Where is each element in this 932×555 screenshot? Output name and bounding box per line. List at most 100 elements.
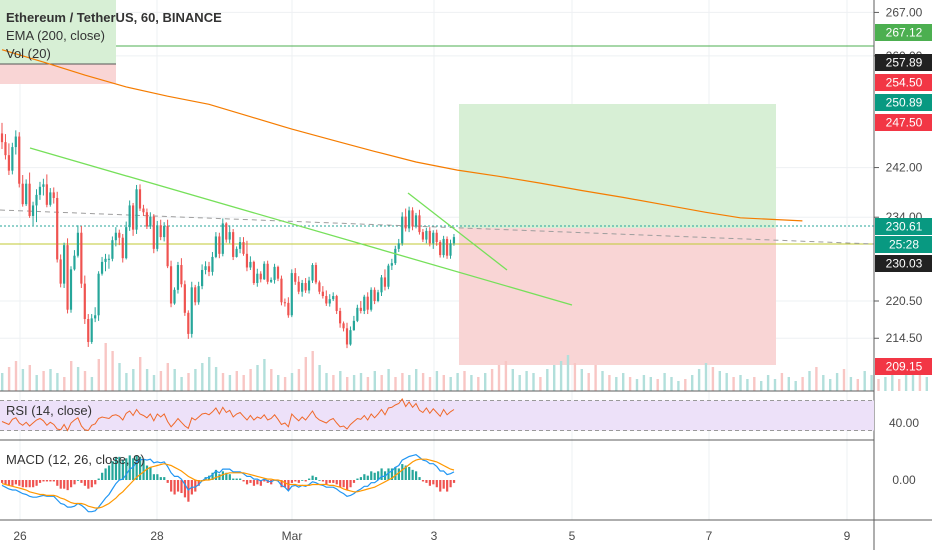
macd-histogram-bar bbox=[325, 480, 328, 485]
macd-histogram-bar bbox=[332, 480, 335, 483]
volume-bar bbox=[628, 377, 632, 391]
candle-body bbox=[83, 283, 86, 320]
macd-histogram-bar bbox=[387, 468, 390, 480]
macd-legend[interactable]: MACD (12, 26, close, 9) bbox=[6, 452, 145, 467]
macd-histogram-bar bbox=[359, 477, 362, 480]
volume-bar bbox=[325, 373, 328, 391]
volume-bar bbox=[21, 369, 25, 391]
macd-histogram-bar bbox=[45, 480, 49, 482]
candle-body bbox=[394, 248, 397, 264]
macd-histogram-bar bbox=[377, 471, 380, 480]
rsi-axis: 40.00 bbox=[889, 416, 919, 430]
volume-bar bbox=[290, 373, 294, 391]
volume-bar bbox=[263, 359, 266, 391]
volume-bar bbox=[359, 373, 363, 391]
macd-histogram-bar bbox=[35, 480, 38, 486]
volume-bar bbox=[808, 371, 811, 391]
volume-bar bbox=[132, 369, 135, 391]
ema-legend[interactable]: EMA (200, close) bbox=[6, 28, 105, 43]
candle-body bbox=[80, 232, 83, 284]
rsi-pane[interactable] bbox=[0, 398, 874, 432]
volume-bar bbox=[822, 375, 825, 391]
candle-body bbox=[152, 216, 155, 249]
symbol-title[interactable]: Ethereum / TetherUS, 60, BINANCE bbox=[6, 10, 222, 25]
candle-body bbox=[307, 280, 311, 291]
volume-bar bbox=[139, 357, 142, 391]
candle-body bbox=[163, 225, 166, 238]
loss-zone bbox=[459, 228, 776, 365]
candle-body bbox=[297, 281, 300, 292]
macd-histogram-bar bbox=[342, 480, 345, 488]
volume-bars bbox=[1, 343, 928, 391]
candle-body bbox=[356, 307, 359, 321]
price-tag-box bbox=[875, 74, 932, 91]
candle-body bbox=[342, 323, 345, 329]
volume-bar bbox=[242, 375, 245, 391]
volume-bar bbox=[594, 365, 597, 391]
short-trend-line[interactable] bbox=[407, 192, 508, 271]
macd-histogram-bar bbox=[394, 466, 397, 480]
volume-bar bbox=[497, 365, 501, 391]
descending-trend-line[interactable] bbox=[29, 147, 573, 306]
candle-body bbox=[104, 258, 107, 262]
candle-body bbox=[121, 237, 124, 259]
candle-body bbox=[249, 261, 252, 268]
price-tags: 267.12 257.89 254.50 250.89 247.50 230.61 25:2… bbox=[875, 24, 932, 375]
candle-body bbox=[242, 242, 245, 254]
macd-histogram-bar bbox=[263, 480, 266, 482]
time-axis[interactable]: 26 28 Mar 3 5 7 9 bbox=[13, 529, 850, 543]
rsi-legend[interactable]: RSI (14, close) bbox=[6, 403, 92, 418]
candle-body bbox=[107, 258, 111, 260]
macd-histogram-bar bbox=[104, 468, 107, 480]
volume-legend[interactable]: Vol (20) bbox=[6, 46, 51, 61]
dashed-trend-line[interactable] bbox=[0, 209, 875, 245]
volume-bar bbox=[283, 377, 287, 391]
candle-body bbox=[238, 242, 242, 249]
macd-histogram-bar bbox=[304, 480, 307, 482]
volume-bar bbox=[449, 377, 452, 391]
volume-bar bbox=[304, 357, 307, 391]
macd-histogram-bar bbox=[25, 480, 28, 488]
ema-200-line bbox=[1, 49, 803, 222]
price-tick-label: 214.50 bbox=[886, 331, 923, 345]
candle-body bbox=[252, 261, 255, 284]
volume-bar bbox=[904, 375, 908, 391]
candle-body bbox=[301, 283, 304, 292]
candle-body bbox=[142, 208, 145, 213]
candle-body bbox=[387, 265, 390, 287]
macd-histogram-bar bbox=[280, 480, 283, 488]
volume-bar bbox=[318, 365, 321, 391]
volume-bar bbox=[173, 369, 176, 391]
macd-histogram-bar bbox=[408, 466, 411, 480]
long-position-tool[interactable] bbox=[459, 104, 776, 365]
legend-profit-swatch bbox=[0, 0, 116, 64]
macd-histogram-bar bbox=[242, 480, 245, 482]
rsi-tick-label: 40.00 bbox=[889, 416, 919, 430]
macd-histogram-bar bbox=[7, 480, 11, 486]
candle-body bbox=[311, 265, 314, 281]
volume-bar bbox=[408, 375, 411, 391]
candle-body bbox=[276, 266, 280, 279]
volume-bar bbox=[118, 363, 121, 391]
price-tick-label: 267.00 bbox=[886, 5, 923, 19]
volume-bar bbox=[849, 377, 853, 391]
volume-bar bbox=[829, 379, 832, 391]
candle-body bbox=[118, 232, 121, 238]
macd-histogram-bar bbox=[411, 469, 414, 480]
candle-body bbox=[328, 299, 331, 304]
candle-body bbox=[4, 142, 7, 156]
candle-body bbox=[0, 133, 4, 143]
volume-bar bbox=[270, 369, 273, 391]
macd-histogram-bar bbox=[187, 480, 190, 502]
price-tick-label: 220.50 bbox=[886, 294, 923, 308]
candlesticks bbox=[0, 122, 456, 349]
macd-histogram-bar bbox=[59, 480, 62, 489]
macd-histogram-bar bbox=[56, 480, 59, 486]
macd-histogram-bar bbox=[32, 480, 35, 488]
price-tag-label: 25:28 bbox=[889, 238, 919, 252]
macd-pane[interactable] bbox=[1, 454, 456, 513]
volume-bar bbox=[794, 381, 797, 391]
macd-tick-label: 0.00 bbox=[892, 473, 916, 487]
